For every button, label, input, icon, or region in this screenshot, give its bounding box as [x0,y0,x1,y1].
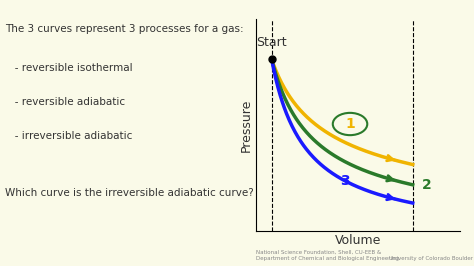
X-axis label: Volume: Volume [335,234,381,247]
Text: 1: 1 [345,117,355,131]
Text: University of Colorado Boulder: University of Colorado Boulder [389,256,473,261]
Text: Start: Start [256,36,287,49]
Y-axis label: Pressure: Pressure [240,98,253,152]
Text: Which curve is the irreversible adiabatic curve?: Which curve is the irreversible adiabati… [5,188,254,198]
Text: 2: 2 [422,178,432,192]
Text: - irreversible adiabatic: - irreversible adiabatic [5,131,132,141]
Text: 3: 3 [341,174,350,188]
Text: - reversible adiabatic: - reversible adiabatic [5,97,125,107]
Text: - reversible isothermal: - reversible isothermal [5,63,133,73]
Text: National Science Foundation, Shell, CU-EEB &
Department of Chemical and Biologic: National Science Foundation, Shell, CU-E… [256,250,399,261]
Text: The 3 curves represent 3 processes for a gas:: The 3 curves represent 3 processes for a… [5,24,244,34]
